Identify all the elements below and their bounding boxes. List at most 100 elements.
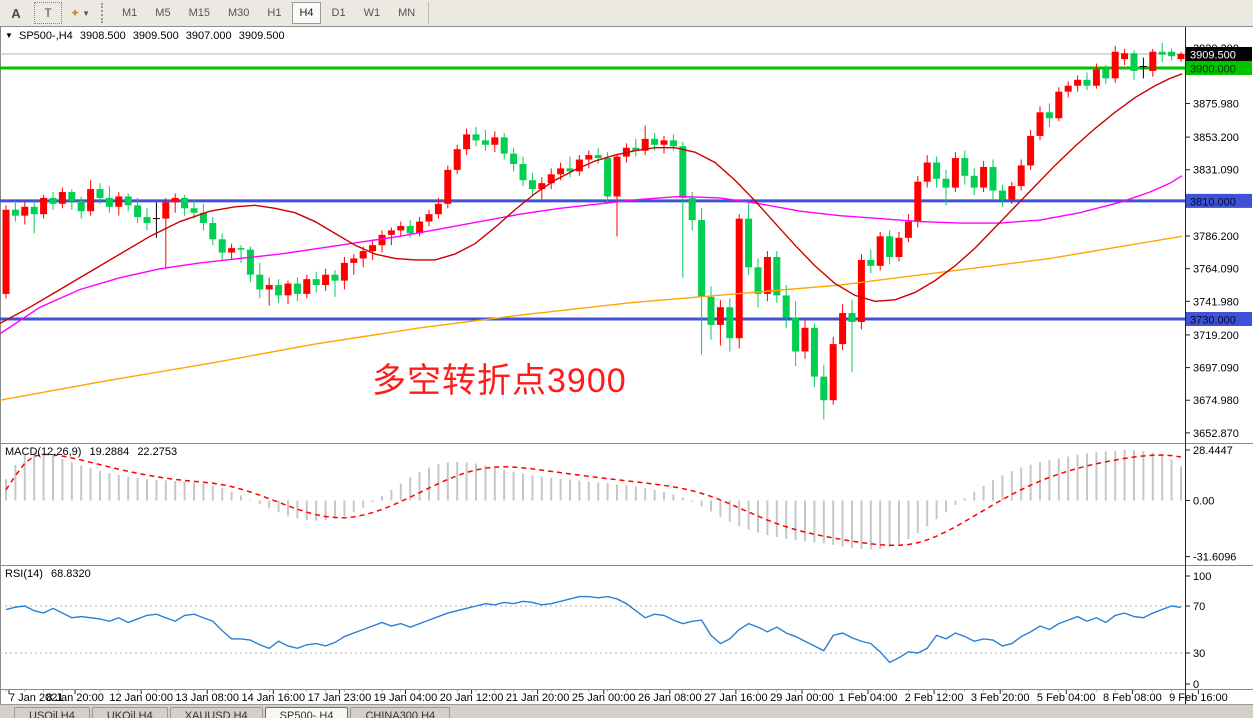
chart-tab-ukoil-h4[interactable]: UKOil,H4 [91, 707, 168, 718]
timeframe-button-w1[interactable]: W1 [363, 7, 381, 19]
candle-body [989, 166, 997, 191]
candle-body [716, 307, 724, 325]
candle-body [190, 208, 198, 213]
rsi-axis-label: 100 [1193, 571, 1211, 583]
candle-body [942, 178, 950, 188]
candle-body [604, 158, 612, 197]
chart-tab-xauusd-h4[interactable]: XAUUSD,H4 [169, 707, 263, 718]
candle-body [820, 376, 828, 401]
macd-signal-value: 22.2753 [137, 446, 178, 458]
macd-signal-line [5, 453, 1182, 546]
candle-body [1036, 112, 1044, 136]
candle-body [632, 147, 640, 151]
ohlc-close: 3909.500 [238, 30, 285, 42]
chart-dropdown-icon[interactable]: ▼ [5, 31, 13, 40]
chart-tabs: USOil,H4 UKOil,H4 XAUUSD,H4 SP500-,H4 CHINA3… [14, 705, 1253, 718]
candle-body [660, 140, 668, 145]
candle-body [575, 159, 583, 172]
candle-body [58, 192, 66, 204]
candle-body [773, 256, 781, 296]
chart-tab-usoil-h4[interactable]: USOil,H4 [14, 707, 90, 718]
toolbar-drag-handle[interactable] [101, 3, 108, 23]
time-label: 8 Jan 20:00 [46, 692, 104, 704]
candle-body [510, 153, 518, 164]
timeframe-button-m5[interactable]: M5 [155, 7, 171, 19]
font-tool-button[interactable]: A [11, 5, 21, 21]
macd-indicator-label: MACD(12,26,9) 19.2884 22.2753 [5, 446, 182, 458]
candle-body [199, 212, 207, 224]
candle-body [378, 234, 386, 246]
candle-body [105, 197, 113, 207]
candle-body [1083, 79, 1091, 86]
candle-body [1064, 85, 1072, 92]
candle-body [171, 197, 179, 203]
price-tick-label: 3853.200 [1193, 132, 1239, 144]
candle-body [228, 248, 236, 253]
candle-body [481, 140, 489, 145]
candle-body [641, 138, 649, 151]
candle-body [698, 220, 706, 297]
candle-body [857, 259, 865, 322]
candle-body [1149, 51, 1157, 71]
time-label: 27 Jan 16:00 [704, 692, 768, 704]
candle-body [40, 197, 48, 215]
time-label: 2 Feb 12:00 [905, 692, 964, 704]
text-label-tool-button[interactable]: T [34, 2, 62, 24]
candle-body [867, 259, 875, 266]
candle-body [444, 169, 452, 204]
time-label: 25 Jan 00:00 [572, 692, 636, 704]
candle-body [792, 317, 800, 352]
candle-body [876, 236, 884, 266]
timeframe-button-m15[interactable]: M15 [188, 7, 210, 19]
price-tick-label: 3875.980 [1193, 98, 1239, 110]
candle-body [1045, 112, 1053, 119]
macd-main-value: 19.2884 [89, 446, 130, 458]
time-label: 5 Feb 04:00 [1037, 692, 1096, 704]
candle-body [331, 274, 339, 281]
candle-body [340, 262, 348, 281]
macd-axis-label: -31.6096 [1193, 552, 1236, 564]
candle-body [735, 218, 743, 339]
candle-body [472, 134, 480, 141]
candle-body [293, 283, 301, 294]
candle-body [312, 279, 320, 286]
candle-body [275, 285, 283, 296]
price-tick-label: 3652.870 [1193, 428, 1239, 440]
arrow-objects-button[interactable]: ✦ ▼ [66, 2, 94, 24]
price-label-box [1186, 46, 1252, 61]
candle-body [914, 181, 922, 222]
timeframe-button-h4[interactable]: H4 [292, 2, 321, 24]
candle-body [651, 138, 659, 145]
timeframe-button-h1[interactable]: H1 [267, 7, 282, 19]
candle-body [933, 162, 941, 179]
price-tick-label: 3786.200 [1193, 231, 1239, 243]
candle-body [416, 221, 424, 234]
timeframe-button-mn[interactable]: MN [398, 7, 416, 19]
candle-body [566, 168, 574, 172]
price-label-text: 3909.500 [1190, 49, 1236, 61]
candle-body [547, 174, 555, 184]
candle-body [585, 155, 593, 160]
candle-body [519, 163, 527, 181]
candle-body [181, 197, 189, 209]
timeframe-button-m1[interactable]: M1 [122, 7, 138, 19]
timeframe-button-d1[interactable]: D1 [331, 7, 346, 19]
price-label-box [1186, 312, 1252, 327]
rsi-axis-label: 70 [1193, 601, 1205, 613]
price-tick-label: 3831.090 [1193, 165, 1239, 177]
chart-tab-sp500-h4[interactable]: SP500-,H4 [264, 707, 349, 718]
price-tick-label: 3741.980 [1193, 296, 1239, 308]
chart-tab-china300-h4[interactable]: CHINA300,H4 [350, 707, 451, 718]
candle-body [754, 267, 762, 294]
macd-name: MACD(12,26,9) [5, 446, 82, 458]
time-label: 12 Jan 00:00 [109, 692, 173, 704]
candle-body [782, 295, 790, 318]
candle-body [350, 258, 358, 263]
candle-body [49, 197, 57, 204]
ohlc-open: 3908.500 [79, 30, 126, 42]
candle-body [434, 203, 442, 215]
candle-body [143, 217, 151, 224]
top-toolbar: A T ✦ ▼ M1 M5 M15 M30 H1 H4 D1 W1 MN [0, 0, 1253, 27]
timeframe-button-m30[interactable]: M30 [227, 7, 250, 19]
